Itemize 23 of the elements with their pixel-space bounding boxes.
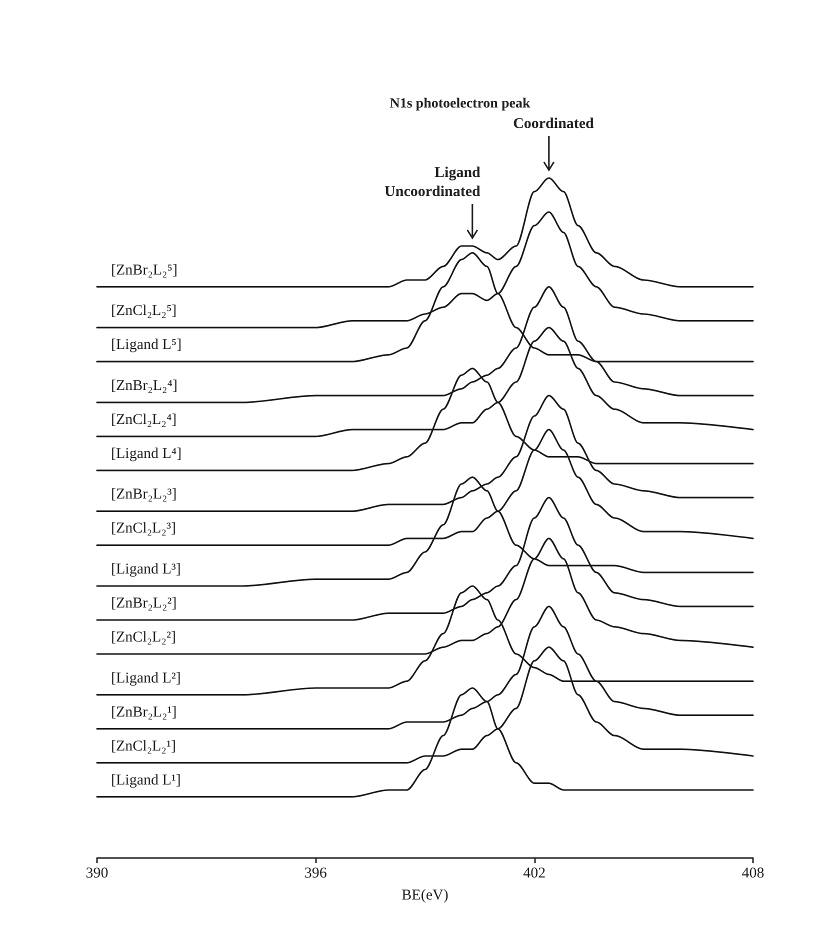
series-label: [ZnBr₂L₂⁵]: [111, 262, 178, 278]
series-label: [ZnBr₂L₂³]: [111, 486, 177, 503]
series-label: [ZnBr₂L₂²]: [111, 596, 177, 612]
series-label: [ZnCl₂L₂¹]: [111, 738, 176, 754]
series-label: [Ligand L⁴]: [111, 446, 182, 462]
series-label: [Ligand L²]: [111, 670, 181, 686]
series-label: [ZnCl₂L₂³]: [111, 520, 176, 537]
series-label: [ZnCl₂L₂⁴]: [111, 412, 177, 428]
series-label: [Ligand L¹]: [111, 772, 181, 788]
series-label: [ZnCl₂L₂⁵]: [111, 303, 177, 320]
annotation: Ligand Uncoordinated: [384, 165, 482, 200]
series-label: [Ligand L⁵]: [111, 337, 182, 354]
x-tick-label: 402: [523, 866, 546, 882]
series-label: [Ligand L³]: [111, 562, 181, 578]
series-label: [ZnCl₂L₂²]: [111, 630, 176, 646]
x-tick-label: 390: [86, 866, 108, 882]
x-tick-label: 408: [742, 866, 764, 882]
series-label: [ZnBr₂L₂¹]: [111, 704, 177, 720]
annotation: Coordinated: [513, 116, 595, 132]
x-axis-title: BE(eV): [402, 888, 448, 904]
series-label: [ZnBr₂L₂⁴]: [111, 378, 178, 394]
x-tick-label: 396: [304, 866, 328, 882]
chart-title: N1s photoelectron peak: [390, 96, 530, 112]
